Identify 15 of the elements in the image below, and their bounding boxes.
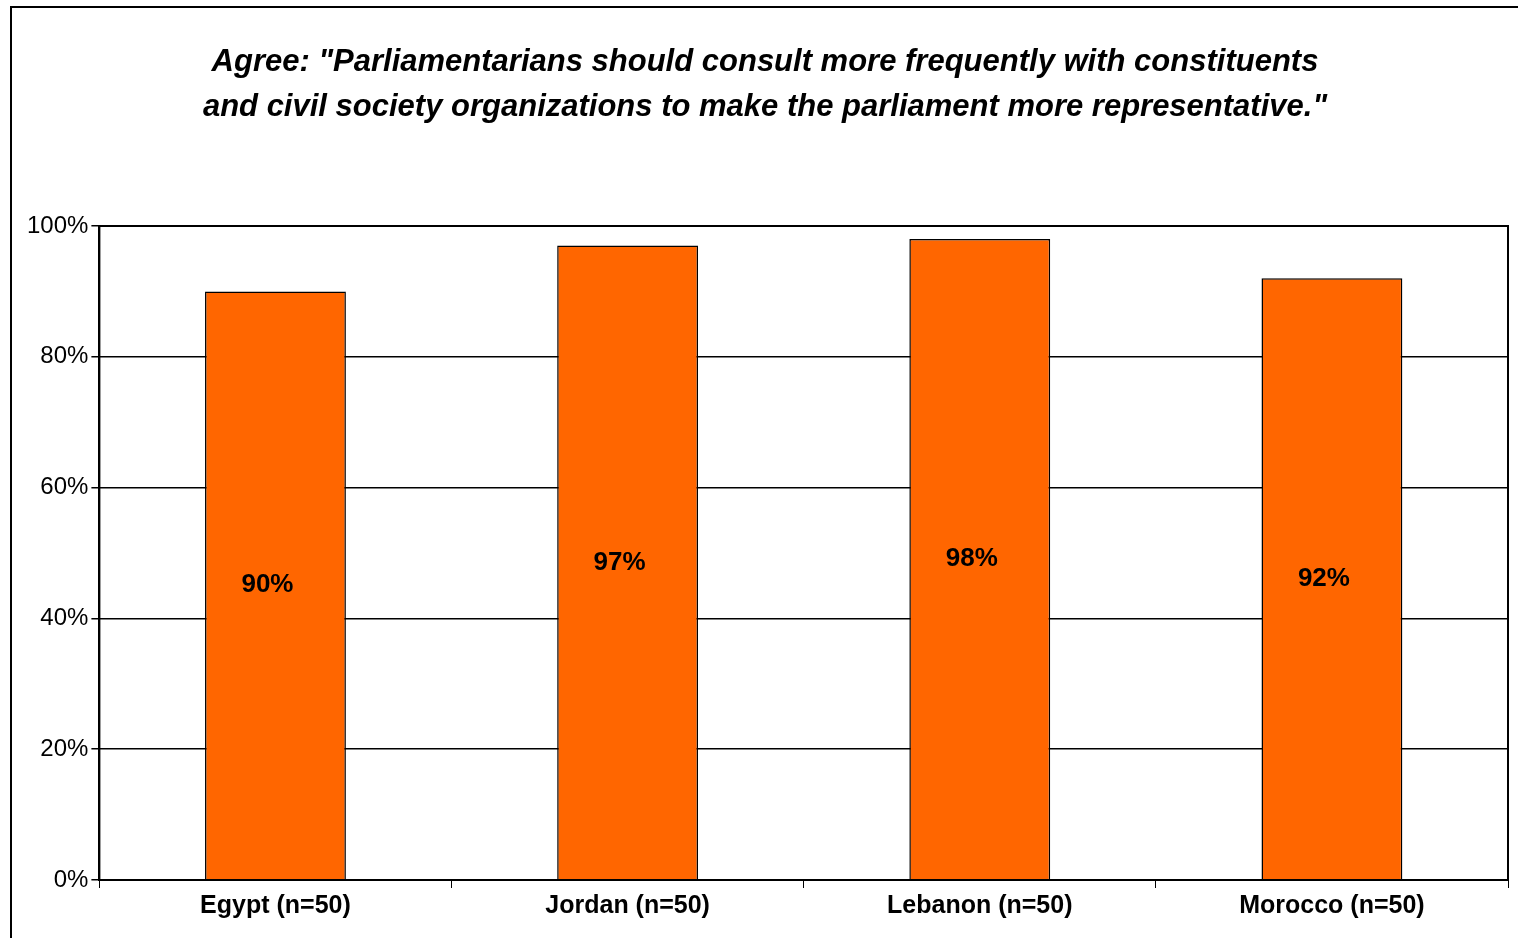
x-tick-label: Jordan (n=50) [545, 889, 710, 918]
x-tick-label: Morocco (n=50) [1239, 889, 1425, 918]
x-tick-label: Egypt (n=50) [200, 889, 351, 918]
y-tick-label: 100% [26, 210, 89, 238]
y-tick-label: 40% [40, 603, 89, 631]
data-label: 97% [593, 545, 646, 576]
y-tick-label: 80% [40, 341, 89, 369]
y-tick-label: 60% [40, 472, 89, 500]
chart-title: Agree: "Parliamentarians should consult more frequently with constituents and civil society organizations to make the parliament more representative." [201, 42, 1329, 125]
data-label: 90% [241, 568, 294, 599]
y-tick-label: 0% [53, 864, 89, 892]
data-label: 98% [945, 542, 998, 573]
y-tick-label: 20% [40, 733, 89, 761]
data-label: 92% [1297, 561, 1350, 592]
x-tick-label: Lebanon (n=50) [887, 889, 1073, 918]
